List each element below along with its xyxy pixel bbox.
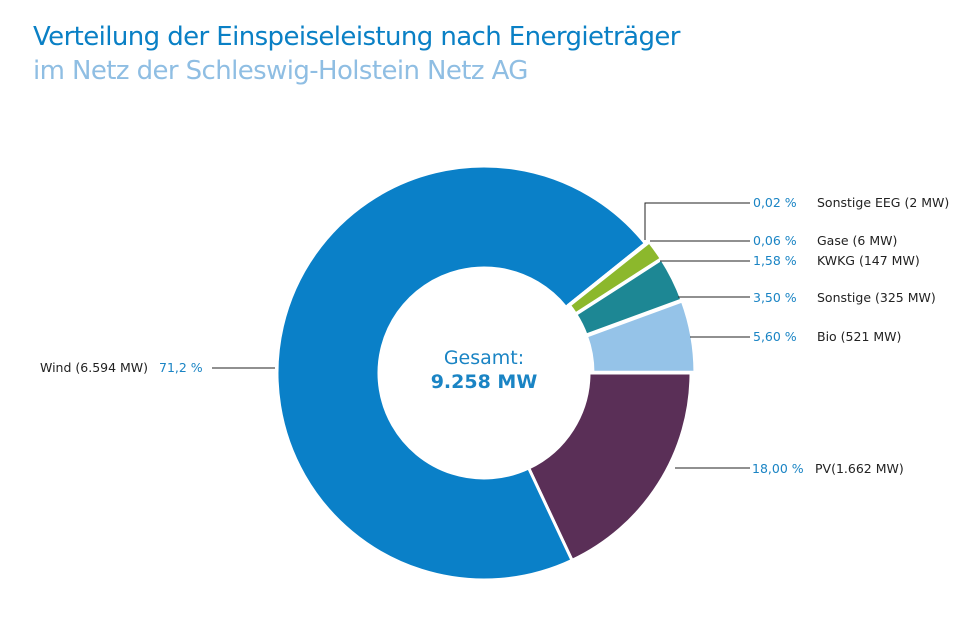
center-value: 9.258 MW [431, 371, 538, 393]
slice-0 [526, 371, 693, 563]
slice-percent-label: 0,02 % [753, 195, 797, 210]
slice-6 [584, 299, 697, 374]
slice-percent-label: 18,00 % [752, 461, 804, 476]
slice-name-label: Gase (6 MW) [817, 233, 897, 248]
slice-name-label: PV(1.662 MW) [815, 461, 904, 476]
center-label: Gesamt: [444, 347, 524, 369]
slice-name-label: KWKG (147 MW) [817, 253, 920, 268]
leader-line-2 [644, 202, 750, 240]
slice-name-label: Wind (6.594 MW) [40, 360, 148, 375]
slice-percent-label: 1,58 % [753, 253, 797, 268]
slice-percent-label: 71,2 % [159, 360, 203, 375]
slice-name-label: Sonstige (325 MW) [817, 290, 936, 305]
slice-percent-label: 5,60 % [753, 329, 797, 344]
slice-percent-label: 3,50 % [753, 290, 797, 305]
slice-1 [275, 164, 648, 582]
chart-title: Verteilung der Einspeiseleistung nach En… [33, 22, 680, 52]
slice-name-label: Bio (521 MW) [817, 329, 901, 344]
chart-subtitle: im Netz der Schleswig-Holstein Netz AG [33, 56, 528, 86]
slice-percent-label: 0,06 % [753, 233, 797, 248]
slice-name-label: Sonstige EEG (2 MW) [817, 195, 949, 210]
